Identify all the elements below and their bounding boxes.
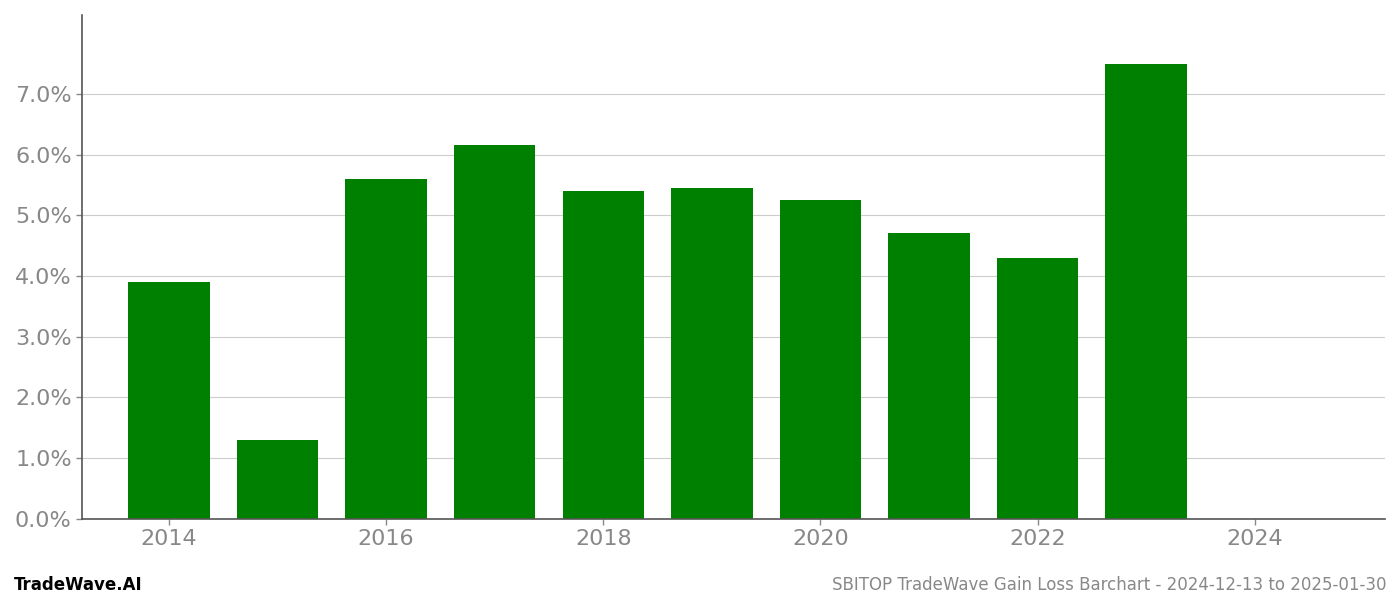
Bar (237, 440, 318, 518)
Bar (454, 145, 535, 518)
Bar (563, 191, 644, 518)
Bar (346, 179, 427, 518)
Bar (671, 188, 753, 518)
Bar (129, 282, 210, 518)
Bar (780, 200, 861, 518)
Text: SBITOP TradeWave Gain Loss Barchart - 2024-12-13 to 2025-01-30: SBITOP TradeWave Gain Loss Barchart - 20… (832, 576, 1386, 594)
Text: TradeWave.AI: TradeWave.AI (14, 576, 143, 594)
Bar (997, 257, 1078, 518)
Bar (888, 233, 970, 518)
Bar (1106, 64, 1187, 518)
